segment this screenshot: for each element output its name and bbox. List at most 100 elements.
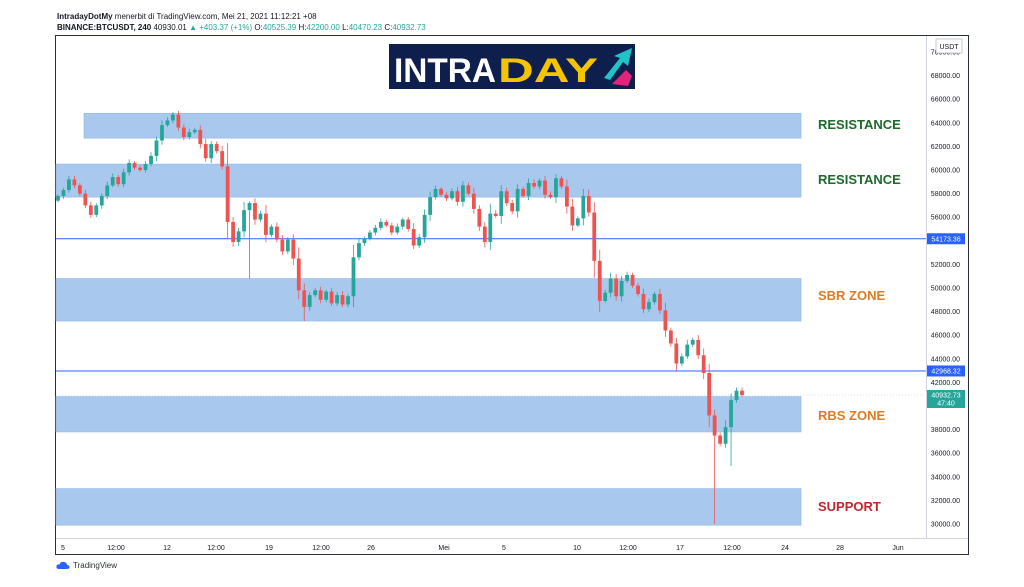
candle-body[interactable] bbox=[526, 182, 531, 196]
candle-body[interactable] bbox=[132, 162, 137, 168]
candle-body[interactable] bbox=[225, 166, 230, 222]
candle-body[interactable] bbox=[564, 186, 569, 207]
candle-body[interactable] bbox=[395, 226, 400, 233]
candle-body[interactable] bbox=[121, 172, 126, 185]
candle-body[interactable] bbox=[296, 258, 301, 291]
candle-body[interactable] bbox=[537, 180, 542, 187]
candle-body[interactable] bbox=[581, 195, 586, 219]
candle-body[interactable] bbox=[597, 260, 602, 301]
candle-body[interactable] bbox=[324, 291, 329, 300]
candle-body[interactable] bbox=[428, 197, 432, 215]
candle-body[interactable] bbox=[258, 213, 263, 220]
candle-body[interactable] bbox=[499, 191, 504, 217]
candle-body[interactable] bbox=[679, 356, 684, 364]
candle-body[interactable] bbox=[351, 257, 356, 297]
candle-body[interactable] bbox=[56, 195, 60, 201]
candle-body[interactable] bbox=[570, 206, 575, 226]
candle-body[interactable] bbox=[291, 239, 296, 259]
candle-body[interactable] bbox=[171, 114, 175, 121]
candle-body[interactable] bbox=[389, 225, 394, 233]
candle-body[interactable] bbox=[411, 229, 416, 246]
candle-body[interactable] bbox=[658, 293, 662, 311]
candle-body[interactable] bbox=[603, 292, 608, 301]
candle-body[interactable] bbox=[444, 194, 449, 199]
candle-body[interactable] bbox=[127, 162, 132, 173]
candle-body[interactable] bbox=[138, 167, 142, 170]
candle-body[interactable] bbox=[318, 290, 323, 300]
candle-body[interactable] bbox=[663, 310, 668, 331]
candle-body[interactable] bbox=[652, 293, 657, 303]
candle-body[interactable] bbox=[433, 188, 438, 198]
candle-body[interactable] bbox=[83, 193, 88, 206]
candle-body[interactable] bbox=[61, 190, 66, 196]
candle-body[interactable] bbox=[685, 344, 690, 357]
candle-body[interactable] bbox=[236, 231, 241, 242]
candle-body[interactable] bbox=[94, 205, 99, 215]
candle-body[interactable] bbox=[630, 275, 635, 286]
candle-body[interactable] bbox=[357, 243, 361, 258]
candle-body[interactable] bbox=[641, 293, 646, 310]
candle-body[interactable] bbox=[231, 221, 236, 242]
candle-body[interactable] bbox=[313, 290, 318, 296]
candle-body[interactable] bbox=[575, 218, 580, 226]
candle-body[interactable] bbox=[690, 339, 695, 345]
candle-body[interactable] bbox=[198, 129, 203, 145]
candle-body[interactable] bbox=[707, 372, 712, 416]
candle-body[interactable] bbox=[160, 125, 164, 141]
candle-body[interactable] bbox=[647, 302, 651, 310]
candle-body[interactable] bbox=[88, 205, 93, 215]
candle-body[interactable] bbox=[242, 210, 246, 232]
candle-body[interactable] bbox=[718, 435, 723, 444]
candle-body[interactable] bbox=[368, 232, 372, 239]
candle-body[interactable] bbox=[466, 185, 471, 194]
candle-body[interactable] bbox=[72, 179, 77, 186]
tradingview-watermark[interactable]: TradingView bbox=[56, 561, 117, 570]
symbol-label[interactable]: BINANCE:BTCUSDT, 240 bbox=[57, 23, 152, 32]
candle-body[interactable] bbox=[362, 238, 367, 244]
candle-body[interactable] bbox=[335, 295, 339, 304]
candle-body[interactable] bbox=[247, 203, 252, 211]
candle-body[interactable] bbox=[110, 177, 115, 186]
candle-body[interactable] bbox=[143, 164, 148, 170]
candle-body[interactable] bbox=[477, 208, 482, 227]
candle-body[interactable] bbox=[668, 330, 673, 344]
candle-body[interactable] bbox=[307, 295, 312, 307]
candle-body[interactable] bbox=[608, 278, 613, 293]
candle-body[interactable] bbox=[165, 120, 170, 126]
candle-body[interactable] bbox=[543, 180, 547, 195]
candle-body[interactable] bbox=[302, 290, 307, 307]
candle-body[interactable] bbox=[510, 203, 515, 212]
candle-body[interactable] bbox=[515, 188, 520, 212]
candle-body[interactable] bbox=[253, 203, 257, 220]
candle-body[interactable] bbox=[187, 132, 192, 137]
candle-body[interactable] bbox=[378, 221, 383, 228]
candle-body[interactable] bbox=[340, 295, 345, 305]
candle-body[interactable] bbox=[592, 212, 597, 261]
candle-body[interactable] bbox=[203, 144, 208, 159]
candle-body[interactable] bbox=[422, 214, 427, 238]
candle-body[interactable] bbox=[455, 191, 460, 202]
candle-body[interactable] bbox=[554, 178, 558, 198]
candle-body[interactable] bbox=[400, 219, 405, 227]
candle-body[interactable] bbox=[548, 194, 553, 198]
candle-body[interactable] bbox=[504, 191, 509, 204]
candle-body[interactable] bbox=[439, 188, 443, 195]
candle-body[interactable] bbox=[149, 155, 153, 165]
candle-body[interactable] bbox=[280, 239, 285, 252]
candle-body[interactable] bbox=[636, 285, 640, 294]
candle-body[interactable] bbox=[384, 221, 389, 226]
candle-body[interactable] bbox=[329, 291, 334, 304]
candle-body[interactable] bbox=[734, 390, 739, 401]
candle-body[interactable] bbox=[712, 415, 717, 436]
candle-body[interactable] bbox=[723, 427, 728, 444]
candle-body[interactable] bbox=[625, 275, 629, 281]
candle-body[interactable] bbox=[740, 390, 744, 396]
candle-body[interactable] bbox=[192, 129, 197, 133]
candle-body[interactable] bbox=[116, 177, 121, 185]
candle-body[interactable] bbox=[674, 343, 679, 364]
candle-body[interactable] bbox=[493, 213, 498, 217]
candle-body[interactable] bbox=[729, 400, 733, 428]
candle-body[interactable] bbox=[105, 185, 110, 196]
author-name[interactable]: IntradayDotMy bbox=[57, 12, 113, 21]
